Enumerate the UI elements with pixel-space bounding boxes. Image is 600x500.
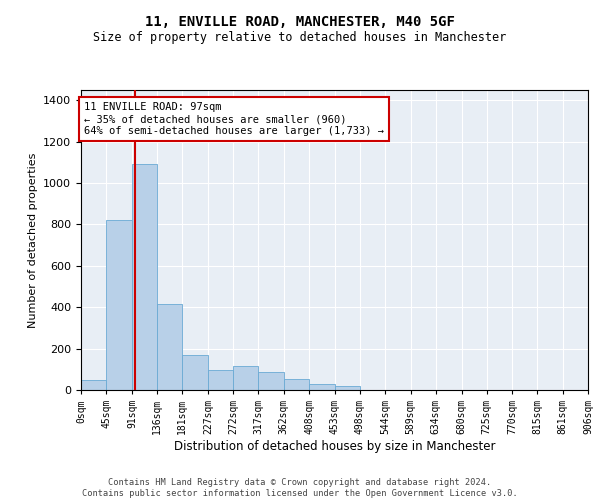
Text: Contains HM Land Registry data © Crown copyright and database right 2024.
Contai: Contains HM Land Registry data © Crown c… — [82, 478, 518, 498]
Y-axis label: Number of detached properties: Number of detached properties — [28, 152, 38, 328]
Bar — [208, 370, 233, 390]
Text: 11, ENVILLE ROAD, MANCHESTER, M40 5GF: 11, ENVILLE ROAD, MANCHESTER, M40 5GF — [145, 16, 455, 30]
Bar — [310, 384, 335, 390]
Bar — [157, 304, 182, 390]
Bar — [335, 386, 359, 390]
Bar — [182, 355, 208, 390]
Bar — [132, 164, 157, 390]
Text: 11 ENVILLE ROAD: 97sqm
← 35% of detached houses are smaller (960)
64% of semi-de: 11 ENVILLE ROAD: 97sqm ← 35% of detached… — [84, 102, 384, 136]
Bar — [106, 220, 132, 390]
Bar — [284, 378, 310, 390]
X-axis label: Distribution of detached houses by size in Manchester: Distribution of detached houses by size … — [174, 440, 495, 453]
Bar — [233, 366, 259, 390]
Text: Size of property relative to detached houses in Manchester: Size of property relative to detached ho… — [94, 31, 506, 44]
Bar — [259, 372, 284, 390]
Bar — [81, 380, 106, 390]
